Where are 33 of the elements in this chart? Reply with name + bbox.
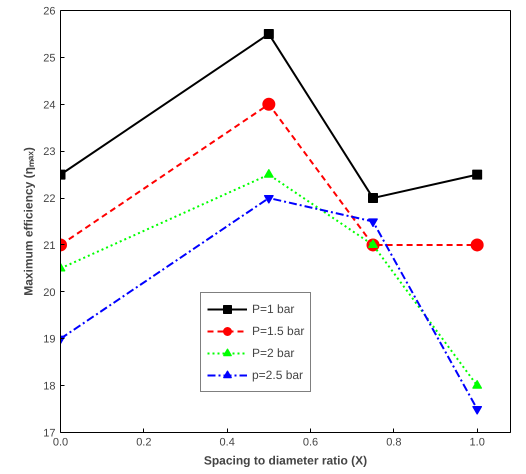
x-tick-label: 0.0 [52, 436, 68, 448]
y-tick-label: 17 [43, 428, 56, 440]
point [472, 406, 482, 415]
x-tick-label: 0.6 [302, 436, 318, 448]
x-tick-label: 0.4 [220, 436, 235, 448]
y-tick-label: 25 [43, 52, 56, 64]
point [470, 238, 484, 252]
point [264, 28, 274, 39]
y-tick-label: 20 [43, 286, 56, 299]
point [368, 239, 378, 248]
legend-label: P=2 bar [252, 346, 294, 360]
point [264, 168, 274, 178]
y-tick-label: 21 [43, 240, 56, 252]
y-tick-label: 19 [43, 334, 56, 346]
y-tick-label: 18 [43, 380, 56, 393]
y-tick-label: 22 [43, 193, 56, 206]
point [368, 193, 378, 204]
legend-label: P=1 bar [252, 302, 294, 316]
x-tick-label: 0.8 [386, 436, 402, 448]
y-axis-title: Maximum efficiency (ηₘₐₓ) [21, 147, 36, 296]
legend-label: p=2.5 bar [252, 368, 304, 382]
point [262, 98, 276, 111]
point [368, 218, 378, 228]
point [472, 380, 482, 389]
point [472, 170, 482, 180]
x-tick-label: 0.2 [136, 436, 152, 448]
y-tick-label: 26 [43, 6, 56, 18]
y-tick-label: 24 [43, 99, 56, 112]
x-tick-label: 1.0 [470, 436, 485, 448]
y-tick-label: 23 [43, 146, 56, 158]
point [264, 194, 274, 204]
x-axis-title: Spacing to diameter ratio (X) [204, 454, 368, 468]
legend-label: P=1.5 bar [252, 324, 304, 338]
